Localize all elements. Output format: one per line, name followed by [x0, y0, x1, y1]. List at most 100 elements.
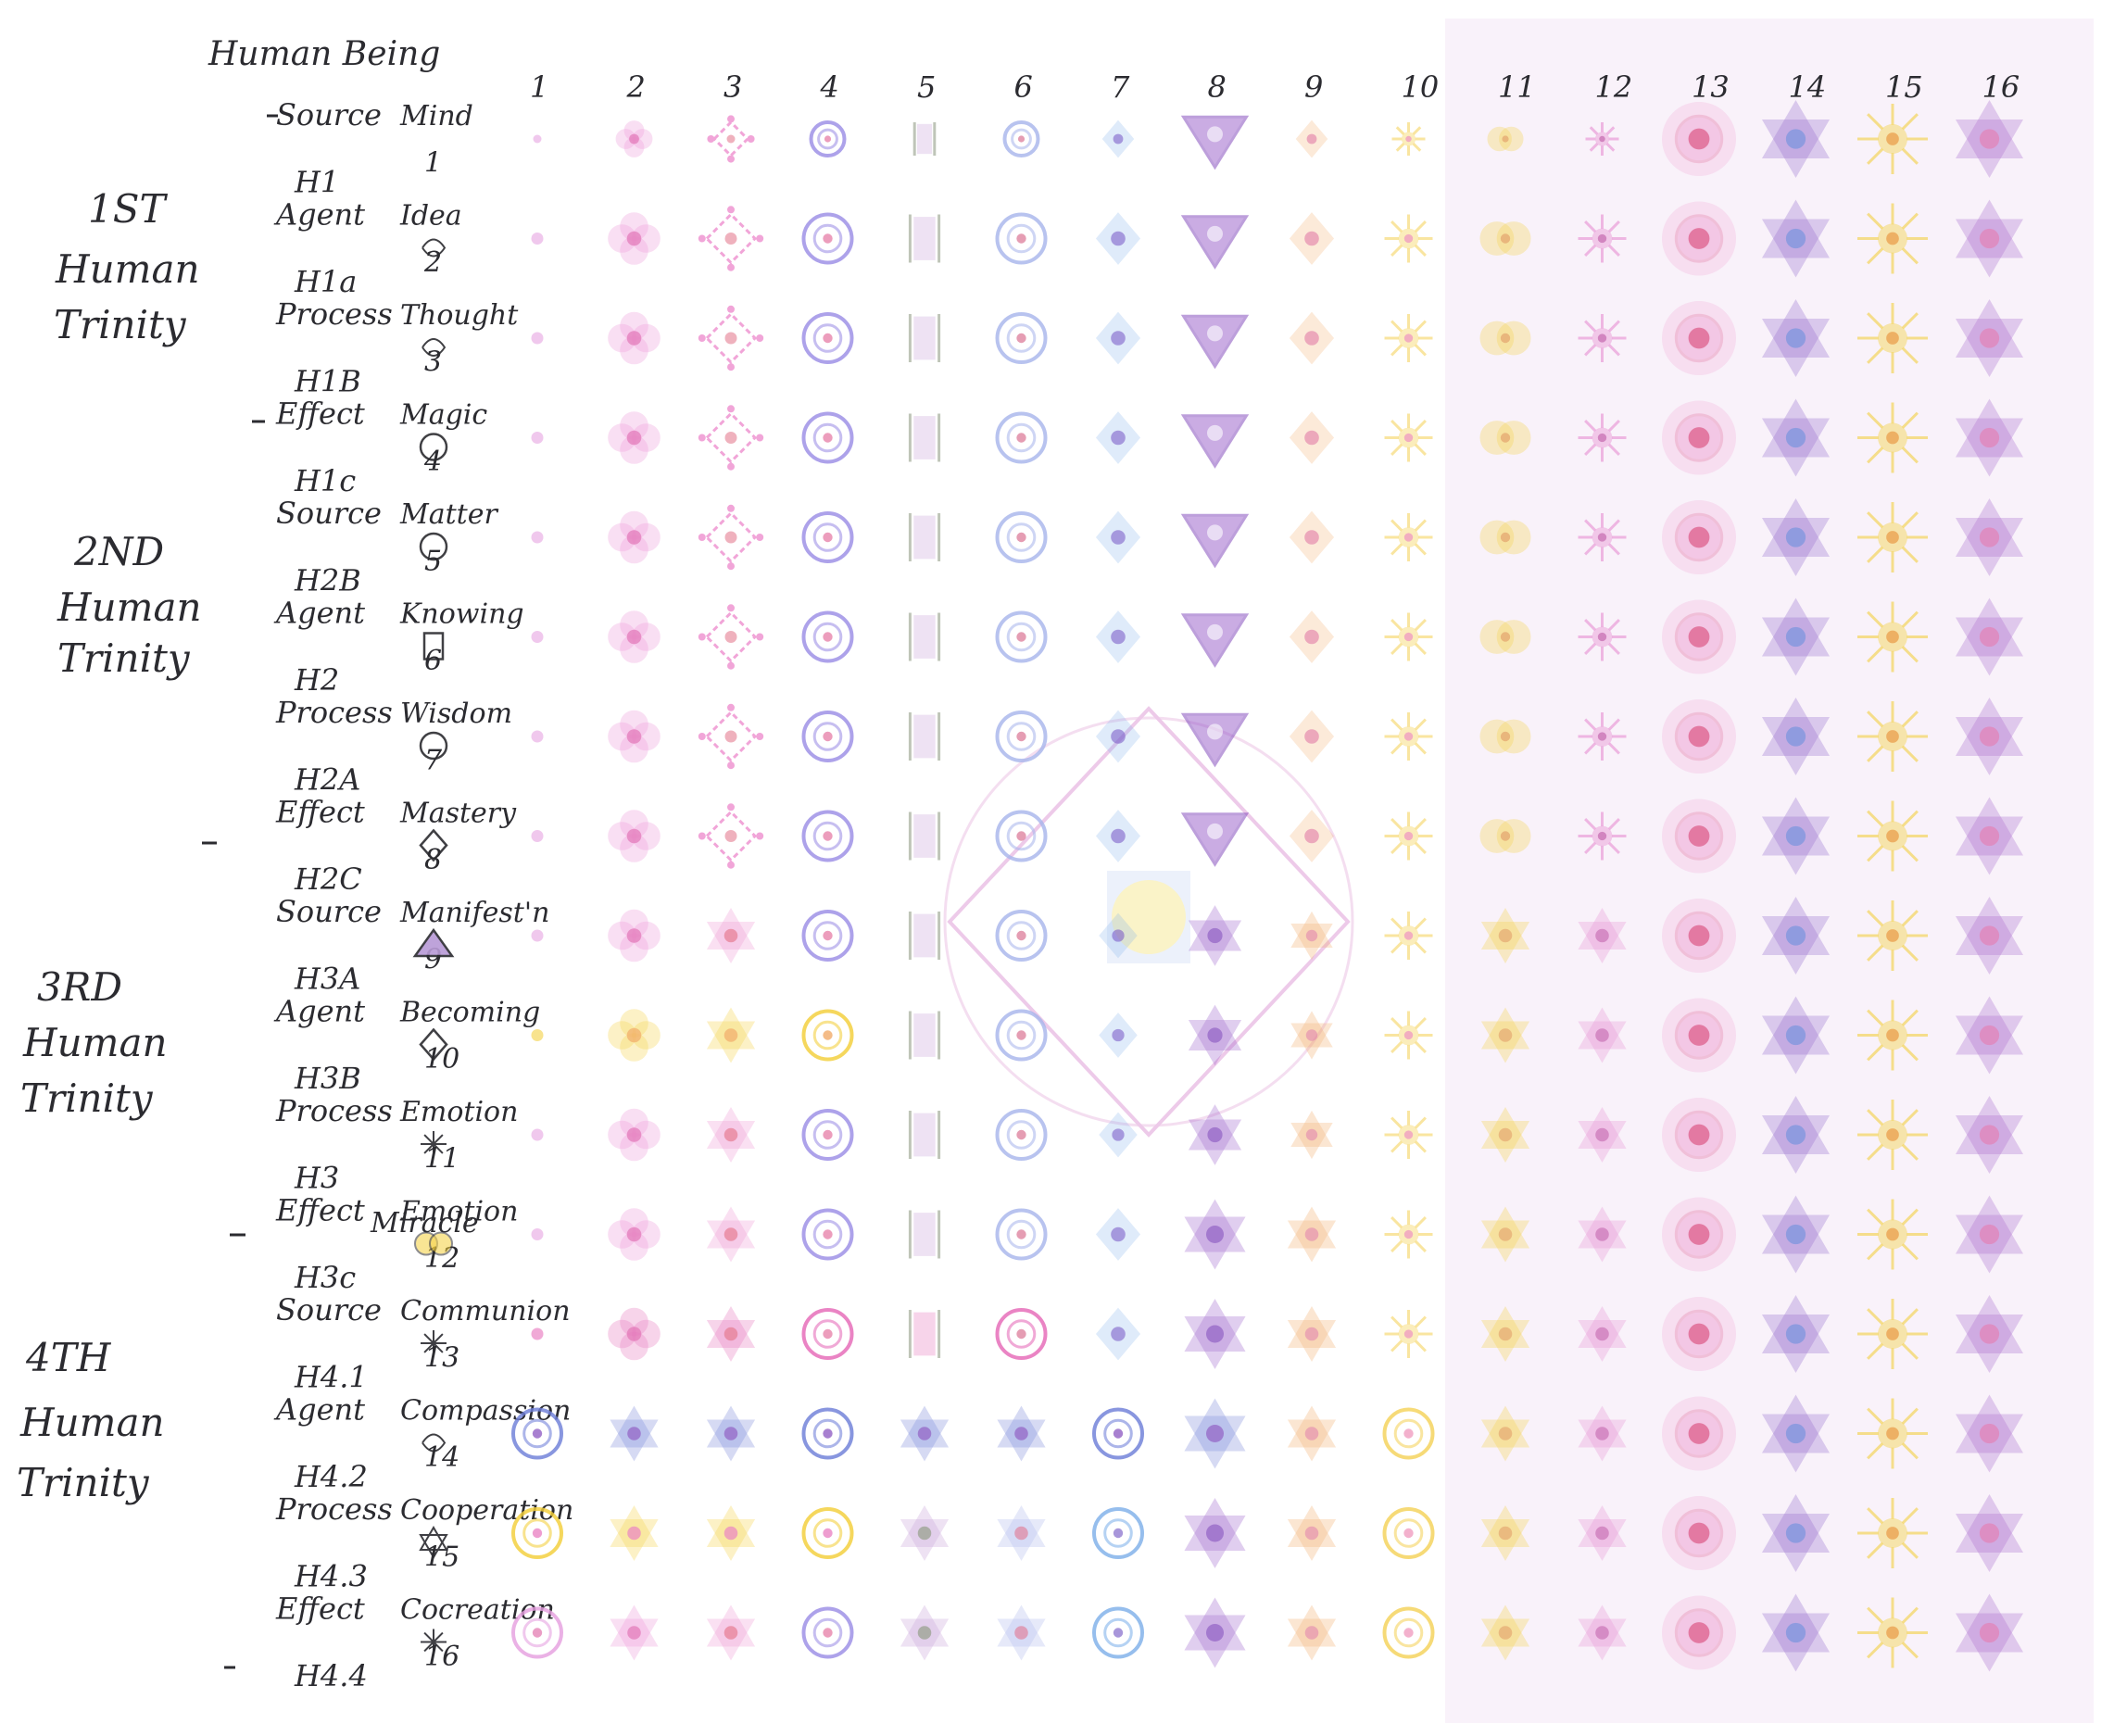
trinity-1-line-2: Human: [55, 246, 200, 292]
glyph-r13-c13: [1662, 1297, 1736, 1371]
glyph-r1-c10-ray-3: [1395, 143, 1405, 152]
column-3-number: 3: [724, 69, 742, 105]
glyph-r16-c4: [801, 1606, 854, 1659]
glyph-r10-c1: [531, 1029, 544, 1041]
glyph-r5-c1: [531, 531, 544, 544]
glyph-r10-c4-core: [823, 1030, 833, 1040]
glyph-r5-c11-left: [1479, 520, 1515, 555]
glyph-r6-c16: [1955, 598, 2024, 676]
glyph-r6-c6-core: [1016, 632, 1026, 642]
glyph-r16-c6-core: [1014, 1626, 1028, 1640]
trinity-1-line-1: 1ST: [88, 186, 168, 232]
glyph-r8-c10-ray-7: [1414, 818, 1427, 831]
concept-symbol-14: [419, 1526, 448, 1559]
glyph-r16-c16-core: [1979, 1622, 2000, 1643]
glyph-r2-c8-core: [1207, 225, 1223, 242]
glyph-r15-c3-core: [724, 1526, 738, 1541]
glyph-r10-c6-outer: [995, 1009, 1048, 1062]
glyph-r2-c2: [608, 212, 661, 265]
glyph-r2-c6-inner: [1006, 223, 1037, 254]
glyph-r3-c15-ray-3: [1867, 346, 1884, 364]
glyph-r3-c2-core: [626, 331, 642, 346]
glyph-r6-c3-tip-1: [756, 633, 764, 641]
glyph-r6-c12-ray-7: [1607, 619, 1620, 632]
glyph-r12-c10: [1384, 1210, 1433, 1259]
glyph-r4-c14-core: [1785, 427, 1806, 448]
glyph-r13-c16-core: [1979, 1324, 2000, 1344]
row-4-number: 4: [423, 446, 442, 478]
glyph-r5-c8: [1180, 513, 1250, 569]
glyph-r9-c9: [1290, 911, 1333, 961]
glyph-r8-c10-core: [1403, 831, 1414, 841]
glyph-r7-c12-ray-1: [1607, 742, 1620, 755]
glyph-r2-c12-ray-1: [1607, 244, 1620, 257]
glyph-r16-c10: [1382, 1606, 1435, 1659]
glyph-r4-c12-ray-5: [1584, 420, 1597, 433]
glyph-r2-c9-core: [1304, 231, 1319, 246]
glyph-r11-c15: [1857, 1100, 1928, 1170]
row-6-number: 6: [424, 645, 442, 677]
row-0-role: Source: [276, 97, 382, 132]
glyph-r6-c5-block: [913, 615, 936, 659]
glyph-r11-c1: [531, 1128, 544, 1141]
glyph-r1-c7-core: [1113, 133, 1124, 145]
glyph-r12-c15-ray-5: [1867, 1208, 1884, 1226]
glyph-r7-c4-outer: [801, 711, 854, 762]
glyph-r2-c15-ray-1: [1901, 247, 1919, 265]
glyph-r15-c2: [610, 1505, 659, 1561]
glyph-r7-c14-core: [1785, 726, 1806, 747]
glyph-r1-c11: [1487, 126, 1524, 152]
glyph-r12-c12: [1578, 1206, 1627, 1263]
glyph-r13-c2-core: [626, 1327, 642, 1341]
glyph-r15-c15-ray-7: [1901, 1507, 1919, 1525]
glyph-r1-c15: [1857, 104, 1928, 174]
glyph-r9-c6-core: [1016, 930, 1026, 941]
glyph-r12-c15-ray-3: [1867, 1243, 1884, 1261]
glyph-r7-c1-core: [531, 730, 544, 743]
glyph-r9-c15-ray-7: [1901, 910, 1919, 927]
glyph-r3-c12-ray-5: [1584, 320, 1597, 333]
glyph-r13-c9: [1287, 1306, 1337, 1362]
glyph-r16-c7-core: [1113, 1628, 1124, 1638]
glyph-r7-c6-core: [1016, 731, 1026, 742]
glyph-r4-c8-core: [1207, 424, 1223, 441]
concept-symbol-7: [419, 828, 448, 862]
glyph-r6-c3-tip-0: [698, 633, 706, 641]
glyph-r1-c1: [533, 134, 542, 144]
glyph-r10-c15: [1857, 1000, 1928, 1071]
glyph-r5-c10: [1384, 513, 1433, 561]
glyph-r1-c10: [1391, 122, 1426, 156]
glyph-r2-c10: [1384, 214, 1433, 263]
glyph-r11-c15-ray-5: [1867, 1109, 1884, 1126]
glyph-r6-c12: [1578, 612, 1627, 661]
glyph-r13-c4: [801, 1308, 854, 1360]
glyph-r9-c6-outer: [995, 910, 1048, 962]
glyph-r4-c3-tip-2: [727, 405, 735, 413]
glyph-r13-c7-core: [1111, 1327, 1126, 1341]
concept-symbols: [412, 238, 455, 1655]
glyph-r3-c3-core: [724, 332, 737, 345]
glyph-r13-c14: [1761, 1295, 1831, 1373]
glyph-r12-c4-inner: [812, 1219, 843, 1250]
glyph-r11-c12-core: [1595, 1127, 1609, 1142]
glyph-r11-c10-ray-5: [1390, 1116, 1403, 1129]
glyph-r2-c7-core: [1111, 231, 1126, 246]
glyph-r16-c15-core: [1886, 1626, 1899, 1640]
column-6-number: 6: [1014, 69, 1033, 105]
glyph-r5-c4-core: [823, 532, 833, 543]
glyph-r10-c7-core: [1112, 1028, 1125, 1042]
glyph-r12-c15-core: [1886, 1227, 1899, 1241]
concept-symbol-3-ring: [419, 433, 448, 461]
row-7-role: Effect: [275, 795, 365, 830]
glyph-r13-c10-ray-3: [1390, 1340, 1403, 1352]
glyph-r4-c11-right: [1496, 421, 1531, 455]
glyph-r9-c2-core: [626, 928, 642, 943]
glyph-r1-c4: [809, 120, 847, 157]
glyph-r16-c11-core: [1498, 1626, 1513, 1640]
glyph-r1-c12-core: [1599, 135, 1605, 143]
glyph-r11-c7-core: [1112, 1128, 1125, 1141]
row-15-number: 15: [424, 1541, 459, 1574]
glyph-r10-c14-core: [1785, 1025, 1806, 1046]
glyph-r2-c1: [531, 233, 544, 245]
glyph-r6-c7: [1095, 610, 1141, 663]
